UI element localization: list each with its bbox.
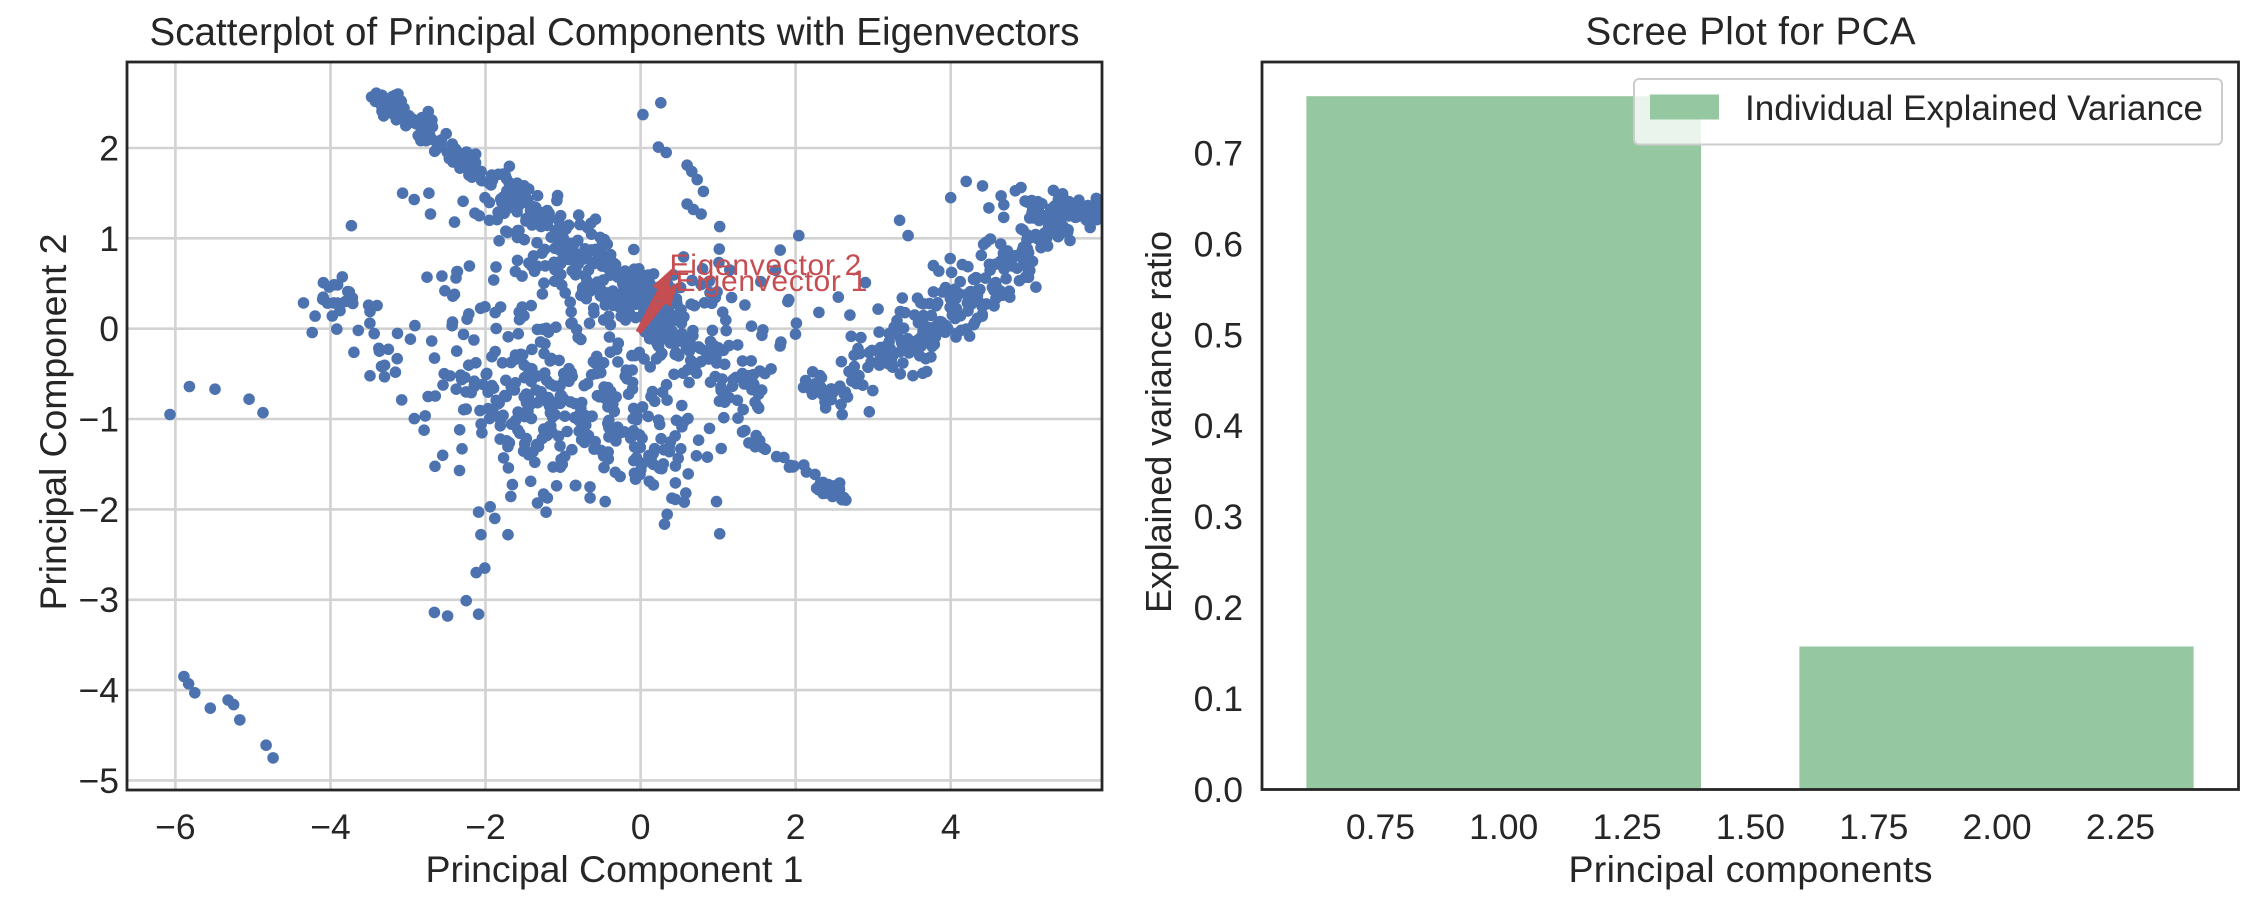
svg-text:0: 0 (631, 807, 651, 847)
svg-text:Scree Plot for PCA: Scree Plot for PCA (1586, 11, 1916, 54)
svg-text:−5: −5 (79, 761, 119, 801)
svg-text:−2: −2 (79, 490, 119, 530)
svg-text:1.50: 1.50 (1716, 807, 1785, 847)
svg-text:2: 2 (99, 129, 119, 169)
svg-text:−2: −2 (465, 807, 505, 847)
svg-text:2: 2 (786, 807, 806, 847)
svg-text:0.2: 0.2 (1194, 588, 1243, 628)
svg-text:0.5: 0.5 (1194, 315, 1243, 355)
svg-text:1.25: 1.25 (1593, 807, 1662, 847)
svg-text:0.6: 0.6 (1194, 224, 1243, 264)
svg-text:Explained variance ratio: Explained variance ratio (1138, 231, 1179, 613)
svg-text:Eigenvector 2: Eigenvector 2 (670, 249, 863, 282)
svg-text:Principal Component 2: Principal Component 2 (32, 234, 74, 611)
svg-text:0.7: 0.7 (1194, 133, 1243, 173)
svg-text:0: 0 (99, 309, 119, 349)
svg-text:Principal Component 1: Principal Component 1 (426, 848, 804, 890)
svg-text:0.0: 0.0 (1194, 770, 1243, 810)
svg-text:−4: −4 (79, 671, 119, 711)
svg-text:−1: −1 (79, 400, 119, 440)
svg-text:2.25: 2.25 (2086, 807, 2155, 847)
svg-text:0.75: 0.75 (1346, 807, 1415, 847)
svg-text:4: 4 (941, 807, 961, 847)
svg-text:0.3: 0.3 (1194, 497, 1243, 537)
svg-text:1.75: 1.75 (1839, 807, 1908, 847)
svg-text:1.00: 1.00 (1469, 807, 1538, 847)
svg-text:1: 1 (99, 219, 119, 259)
svg-text:−6: −6 (155, 807, 195, 847)
svg-text:−3: −3 (79, 580, 119, 620)
svg-text:0.4: 0.4 (1194, 406, 1243, 446)
svg-text:2.00: 2.00 (1963, 807, 2032, 847)
svg-text:−4: −4 (310, 807, 350, 847)
svg-text:Principal components: Principal components (1569, 848, 1933, 890)
svg-text:0.1: 0.1 (1194, 679, 1243, 719)
svg-text:Eigenvector 1: Eigenvector 1 (676, 265, 869, 298)
svg-text:Scatterplot of Principal Compo: Scatterplot of Principal Components with… (150, 11, 1080, 54)
svg-text:Individual Explained Variance: Individual Explained Variance (1745, 89, 2203, 128)
